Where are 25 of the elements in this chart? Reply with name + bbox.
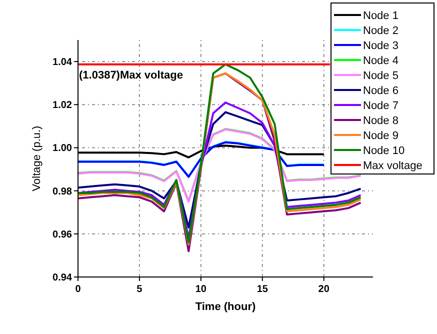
legend-label: Node 7 [363, 100, 398, 112]
x-tick-label: 0 [75, 284, 82, 295]
y-tick-label: 0.98 [52, 186, 72, 198]
x-tick-label: 20 [318, 284, 330, 295]
legend-label: Node 5 [363, 70, 398, 82]
x-tick-label: 15 [256, 284, 268, 295]
legend-label: Node 3 [363, 40, 398, 52]
x-axis-title: Time (hour) [195, 301, 256, 313]
legend-label: Node 9 [363, 130, 398, 142]
legend-label: Node 2 [363, 25, 398, 37]
legend-label: Node 4 [363, 55, 398, 67]
y-tick-label: 1.00 [52, 143, 72, 154]
legend-label: Node 10 [363, 145, 405, 157]
legend-label: Node 8 [363, 115, 398, 127]
y-tick-label: 0.94 [52, 272, 72, 284]
y-axis-title: Voltage (p.u.) [31, 126, 43, 192]
x-tick-label: 10 [195, 284, 207, 295]
y-tick-label: 1.04 [52, 57, 72, 68]
legend-label: Max voltage [363, 160, 422, 172]
annotation: (1.0387)Max voltage [79, 69, 183, 82]
y-tick-label: 1.02 [52, 100, 72, 112]
x-tick-label: 5 [136, 284, 143, 295]
y-tick-label: 0.96 [52, 229, 72, 240]
legend-label: Node 6 [363, 85, 398, 97]
legend-label: Node 1 [363, 10, 398, 22]
